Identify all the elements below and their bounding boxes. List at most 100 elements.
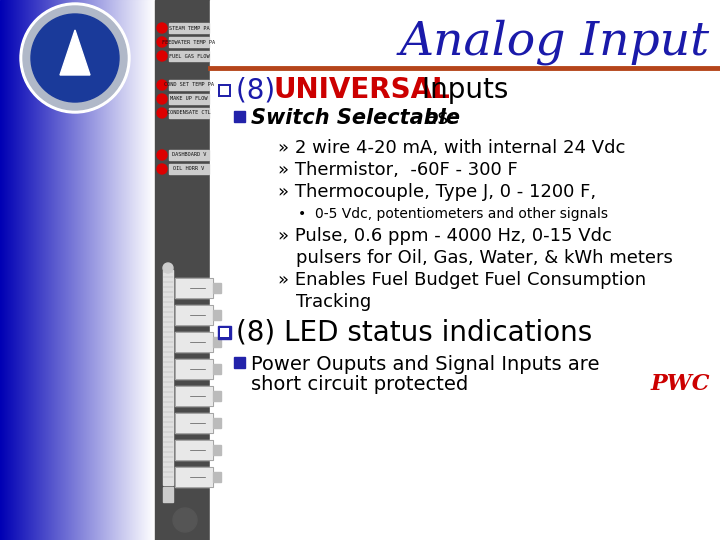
Bar <box>169 51 209 61</box>
Bar <box>151 0 152 540</box>
Bar <box>49 0 50 540</box>
Bar <box>29 0 30 540</box>
Bar <box>175 305 213 325</box>
Bar <box>169 23 209 33</box>
Bar <box>50 0 51 540</box>
Bar <box>108 0 109 540</box>
Bar <box>33 0 34 540</box>
Bar <box>169 80 209 90</box>
Bar <box>105 0 106 540</box>
Bar <box>175 278 213 298</box>
Bar <box>76 0 77 540</box>
Circle shape <box>157 23 167 33</box>
Bar <box>77 0 78 540</box>
Bar <box>175 278 213 298</box>
Bar <box>220 86 229 95</box>
Circle shape <box>157 164 167 174</box>
Bar <box>19 0 20 540</box>
Bar <box>234 357 245 368</box>
Bar <box>32 0 33 540</box>
Bar <box>36 0 37 540</box>
Polygon shape <box>60 30 90 75</box>
Bar <box>66 0 67 540</box>
Bar <box>213 337 221 347</box>
Bar <box>169 164 209 174</box>
Bar <box>42 0 43 540</box>
Bar <box>136 0 137 540</box>
Bar <box>175 440 213 460</box>
Bar <box>80 0 81 540</box>
Bar <box>120 0 121 540</box>
Bar <box>24 0 25 540</box>
Bar <box>234 111 245 122</box>
Bar <box>40 0 41 540</box>
Bar <box>65 0 66 540</box>
Bar <box>2 0 3 540</box>
Bar <box>175 359 213 379</box>
Bar <box>92 0 93 540</box>
Bar <box>133 0 134 540</box>
Bar <box>44 0 45 540</box>
Bar <box>141 0 142 540</box>
Bar <box>89 0 90 540</box>
Bar <box>18 0 19 540</box>
Bar <box>21 0 22 540</box>
Bar <box>153 0 154 540</box>
Bar <box>115 0 116 540</box>
Bar <box>94 0 95 540</box>
Bar <box>48 0 49 540</box>
Bar <box>90 0 91 540</box>
Text: CONDENSATE CTL: CONDENSATE CTL <box>167 111 211 116</box>
Bar <box>123 0 124 540</box>
Bar <box>16 0 17 540</box>
Bar <box>3 0 4 540</box>
Bar <box>169 94 209 104</box>
Text: (8): (8) <box>236 76 284 104</box>
Bar <box>175 440 213 460</box>
Bar <box>126 0 127 540</box>
Bar <box>131 0 132 540</box>
Bar <box>107 0 108 540</box>
Text: Inputs: Inputs <box>413 76 508 104</box>
Bar <box>88 0 89 540</box>
Bar <box>101 0 102 540</box>
Bar <box>98 0 99 540</box>
Bar <box>113 0 114 540</box>
Bar <box>112 0 113 540</box>
Bar <box>79 0 80 540</box>
Bar <box>37 0 38 540</box>
Text: as:: as: <box>418 108 455 128</box>
Bar <box>12 0 13 540</box>
Text: » Pulse, 0.6 ppm - 4000 Hz, 0-15 Vdc: » Pulse, 0.6 ppm - 4000 Hz, 0-15 Vdc <box>278 227 612 245</box>
Bar <box>175 332 213 352</box>
Text: (8) LED status indications: (8) LED status indications <box>236 318 593 346</box>
Text: pulsers for Oil, Gas, Water, & kWh meters: pulsers for Oil, Gas, Water, & kWh meter… <box>296 249 673 267</box>
Bar <box>20 0 21 540</box>
Bar <box>144 0 145 540</box>
Bar <box>0 0 1 540</box>
Text: » Thermistor,  -60F - 300 F: » Thermistor, -60F - 300 F <box>278 161 518 179</box>
Bar <box>43 0 44 540</box>
Bar <box>62 0 63 540</box>
Bar <box>213 472 221 482</box>
Bar <box>213 445 221 455</box>
Bar <box>54 0 55 540</box>
Bar <box>163 270 173 485</box>
Text: DASHBOARD V: DASHBOARD V <box>172 152 206 158</box>
Bar <box>149 0 150 540</box>
Bar <box>74 0 75 540</box>
Bar <box>9 0 10 540</box>
Bar <box>7 0 8 540</box>
Bar <box>83 0 84 540</box>
Bar <box>163 487 173 502</box>
Bar <box>31 0 32 540</box>
Bar <box>102 0 103 540</box>
Bar <box>111 0 112 540</box>
Bar <box>63 0 64 540</box>
Bar <box>17 0 18 540</box>
Text: UNIVERSAL: UNIVERSAL <box>273 76 450 104</box>
Bar <box>45 0 46 540</box>
Bar <box>25 0 26 540</box>
Bar <box>84 0 85 540</box>
Text: » Enables Fuel Budget Fuel Consumption: » Enables Fuel Budget Fuel Consumption <box>278 271 646 289</box>
